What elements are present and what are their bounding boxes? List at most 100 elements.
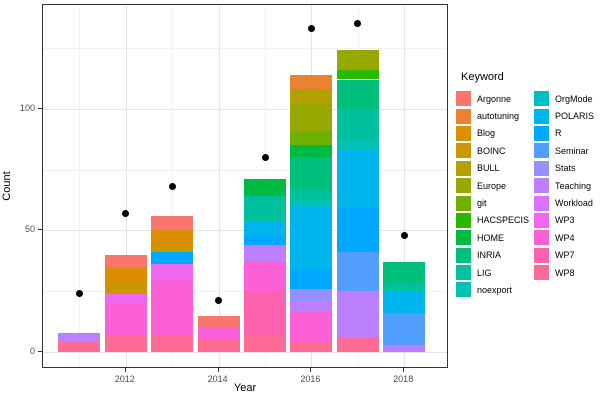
bar-segment-2013-Argonne (151, 215, 194, 231)
legend-item-WP8: WP8 (534, 264, 594, 281)
legend-swatch-BOINC (456, 143, 471, 159)
bar-segment-2015-WP4 (244, 261, 286, 292)
bar-segment-2018-POLARIS (383, 291, 426, 314)
data-point-2011 (75, 290, 83, 298)
data-point-2012 (122, 209, 130, 217)
legend-swatch-noexport (456, 282, 471, 298)
legend-item-Argonne: Argonne (456, 90, 529, 107)
legend-swatch-Blog (456, 125, 471, 141)
x-axis-title: Year (233, 382, 257, 394)
legend-item-WP7: WP7 (534, 247, 594, 264)
legend-item-HOME: HOME (456, 229, 529, 246)
legend-swatch-WP4 (534, 230, 550, 246)
legend-swatch-HACSPECIS (456, 212, 471, 228)
legend: Keyword Argonne autotuning Blog BOINC BULL Eu… (456, 71, 594, 299)
bar-segment-2016-Europe (290, 103, 333, 131)
data-point-2016 (307, 24, 315, 32)
bar-segment-2011-Teaching (58, 332, 101, 343)
bar-segment-2013-WP8 (151, 334, 194, 352)
bar-segment-2012-Blog (104, 266, 147, 284)
legend-item-OrgMode: OrgMode (534, 90, 594, 107)
legend-item-BOINC: BOINC (456, 142, 529, 159)
y-tick-mark (38, 107, 42, 109)
bar-segment-2016-Stats (290, 288, 333, 301)
gridline-major-x (125, 5, 127, 367)
legend-swatch-Europe (456, 178, 471, 194)
legend-swatch-LIG (456, 265, 471, 281)
gridline-minor-y (43, 47, 447, 49)
legend-label: R (555, 128, 562, 139)
bar-segment-2017-LIG (336, 108, 379, 141)
legend-swatch-HOME (456, 230, 471, 246)
legend-item-Teaching: Teaching (534, 177, 594, 194)
bar-segment-2017-HACSPECIS (336, 69, 379, 80)
legend-item-BULL: BULL (456, 160, 529, 177)
gridline-major-y (43, 352, 447, 353)
legend-swatch-WP3 (534, 212, 550, 228)
legend-item-noexport: noexport (456, 281, 529, 298)
legend-label: git (477, 198, 487, 209)
bar-segment-2012-WP4 (104, 303, 147, 335)
x-tick-label: 2016 (300, 374, 321, 384)
legend-item-WP3: WP3 (534, 212, 594, 229)
bar-segment-2017-Seminar (336, 252, 379, 292)
legend-item-Workload: Workload (534, 194, 594, 211)
bar-segment-2016-INRIA (290, 157, 333, 189)
bar-segment-2017-INRIA (336, 79, 379, 109)
bar-segment-2015-WP8 (244, 334, 286, 352)
gridline-major-y (43, 108, 447, 110)
bar-segment-2013-Blog (151, 230, 194, 245)
data-point-2017 (354, 20, 362, 28)
bar-segment-2011-WP8 (58, 342, 101, 352)
legend-item-WP4: WP4 (534, 229, 594, 246)
bar-segment-2015-WP7 (244, 291, 286, 335)
x-tick-label: 2014 (207, 374, 228, 384)
legend-label: WP8 (555, 267, 575, 278)
legend-label: Europe (477, 180, 507, 191)
bar-segment-2012-WP8 (104, 334, 147, 352)
bar-segment-2015-POLARIS (244, 220, 286, 236)
data-point-2018 (400, 231, 408, 239)
gridline-major-x (404, 5, 406, 367)
legend-label: autotuning (477, 111, 520, 122)
data-point-2015 (261, 153, 269, 161)
bar-segment-2015-Teaching (244, 244, 286, 262)
legend-label: WP4 (555, 232, 575, 243)
legend-swatch-Teaching (534, 178, 550, 194)
bar-segment-2018-INRIA (383, 261, 426, 284)
x-tick-mark (403, 368, 405, 372)
legend-columns: Argonne autotuning Blog BOINC BULL Europe git H… (456, 90, 594, 299)
legend-swatch-INRIA (456, 247, 471, 263)
legend-item-Seminar: Seminar (534, 142, 594, 159)
bar-segment-2016-WP4 (290, 310, 333, 343)
legend-label: HOME (477, 232, 504, 243)
legend-label: LIG (477, 267, 492, 278)
legend-item-autotuning: autotuning (456, 107, 529, 124)
legend-swatch-WP7 (534, 247, 550, 263)
bar-segment-2017-R (336, 208, 379, 253)
legend-label: HACSPECIS (477, 215, 530, 226)
bar-segment-2017-noexport (336, 140, 379, 151)
bar-segment-2016-WP8 (290, 342, 333, 352)
bar-segment-2017-Europe (336, 50, 379, 70)
bar-segment-2012-BOINC (104, 283, 147, 294)
bar-segment-2016-autotuning (290, 74, 333, 90)
legend-swatch-WP8 (534, 265, 550, 281)
bar-segment-2014-Argonne (197, 315, 240, 328)
legend-title: Keyword (461, 71, 504, 83)
legend-item-Blog: Blog (456, 125, 529, 142)
legend-label: noexport (477, 284, 513, 295)
bar-segment-2015-R (244, 235, 286, 245)
bar-segment-2016-POLARIS (290, 208, 333, 270)
y-tick-mark (38, 351, 42, 352)
bar-segment-2013-WP4 (151, 281, 194, 335)
bar-segment-2013-R (151, 252, 194, 265)
legend-swatch-OrgMode (534, 91, 550, 107)
bar-segment-2016-R (290, 269, 333, 289)
bar-segment-2016-HOME (290, 145, 333, 158)
bar-segment-2016-BULL (290, 89, 333, 104)
gridline-major-x (218, 5, 220, 367)
bar-segment-2017-POLARIS (336, 150, 379, 209)
bar-segment-2012-WP3 (104, 293, 147, 304)
legend-item-R: R (534, 125, 594, 142)
